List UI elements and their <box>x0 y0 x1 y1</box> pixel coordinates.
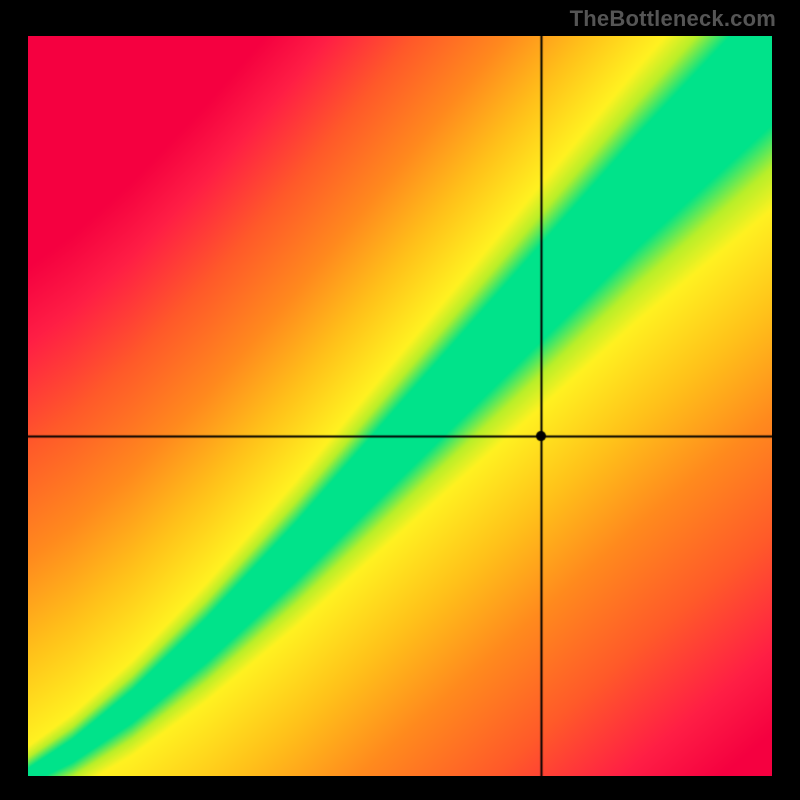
watermark-text: TheBottleneck.com <box>570 6 776 32</box>
chart-container: TheBottleneck.com <box>0 0 800 800</box>
bottleneck-heatmap <box>28 36 772 776</box>
